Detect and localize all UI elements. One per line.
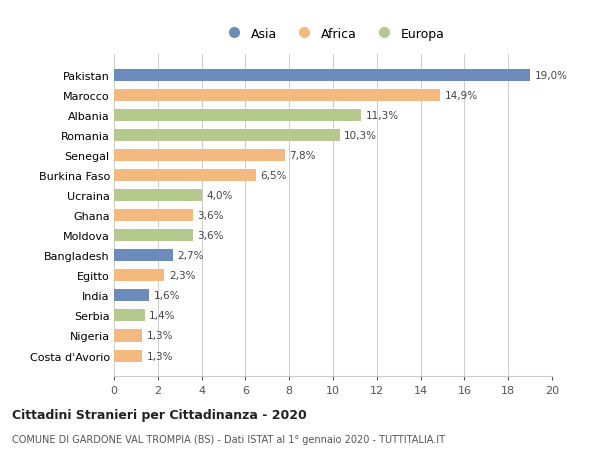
Bar	[114, 290, 149, 302]
Bar	[114, 70, 530, 82]
Bar	[114, 310, 145, 322]
Text: 4,0%: 4,0%	[206, 191, 232, 201]
Text: 1,3%: 1,3%	[147, 351, 173, 361]
Bar	[114, 110, 361, 122]
Text: 1,6%: 1,6%	[154, 291, 180, 301]
Text: 3,6%: 3,6%	[197, 211, 224, 221]
Bar	[114, 190, 202, 202]
Bar	[114, 270, 164, 282]
Text: 2,7%: 2,7%	[178, 251, 204, 261]
Text: 10,3%: 10,3%	[344, 131, 377, 141]
Bar	[114, 170, 256, 182]
Text: COMUNE DI GARDONE VAL TROMPIA (BS) - Dati ISTAT al 1° gennaio 2020 - TUTTITALIA.: COMUNE DI GARDONE VAL TROMPIA (BS) - Dat…	[12, 434, 445, 444]
Text: 11,3%: 11,3%	[366, 111, 399, 121]
Text: Cittadini Stranieri per Cittadinanza - 2020: Cittadini Stranieri per Cittadinanza - 2…	[12, 409, 307, 421]
Legend: Asia, Africa, Europa: Asia, Africa, Europa	[217, 23, 449, 46]
Bar	[114, 330, 142, 342]
Bar	[114, 130, 340, 142]
Text: 7,8%: 7,8%	[289, 151, 316, 161]
Bar	[114, 150, 285, 162]
Text: 2,3%: 2,3%	[169, 271, 195, 281]
Bar	[114, 90, 440, 102]
Text: 14,9%: 14,9%	[445, 91, 478, 101]
Bar	[114, 350, 142, 362]
Text: 3,6%: 3,6%	[197, 231, 224, 241]
Text: 19,0%: 19,0%	[535, 71, 568, 81]
Text: 1,4%: 1,4%	[149, 311, 176, 321]
Bar	[114, 230, 193, 242]
Bar	[114, 250, 173, 262]
Text: 6,5%: 6,5%	[261, 171, 287, 181]
Text: 1,3%: 1,3%	[147, 331, 173, 341]
Bar	[114, 210, 193, 222]
